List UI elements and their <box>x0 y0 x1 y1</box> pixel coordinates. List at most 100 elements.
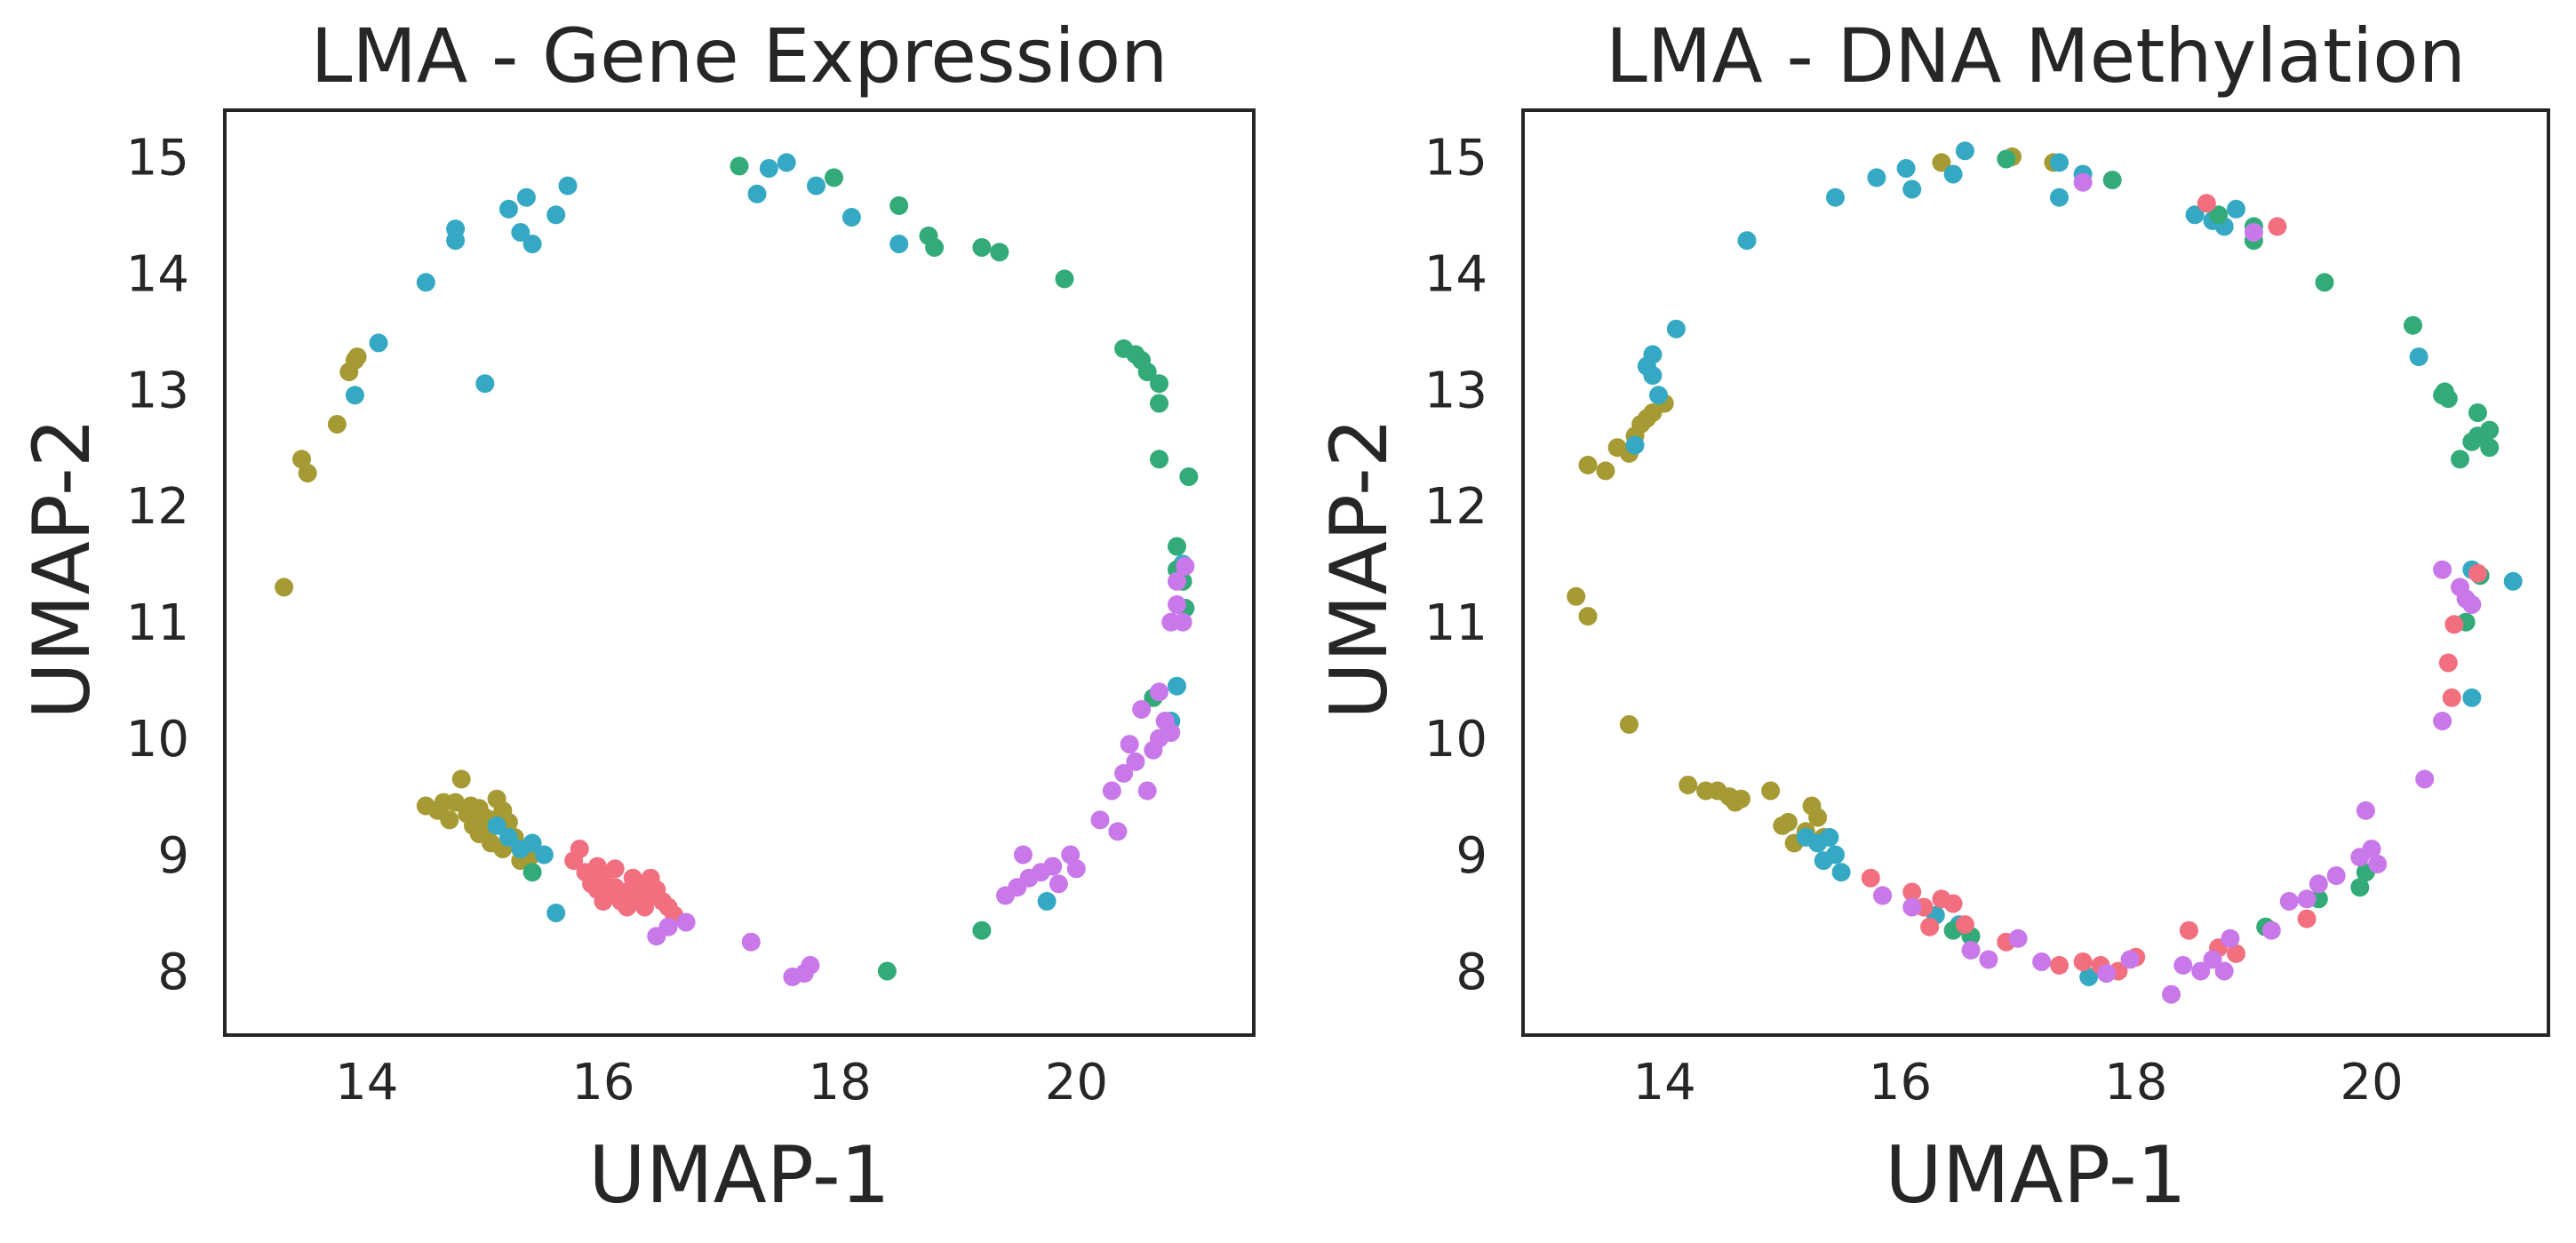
data-point <box>1619 714 1639 734</box>
data-point <box>1114 763 1134 783</box>
data-point <box>1666 319 1686 339</box>
data-point <box>534 845 554 865</box>
data-point <box>2032 952 2052 971</box>
data-point <box>1997 149 2016 169</box>
plot-frame <box>1521 108 2550 1037</box>
data-point <box>1920 917 1940 936</box>
data-point <box>841 208 861 227</box>
y-tick-label: 13 <box>126 362 189 419</box>
y-tick-label: 8 <box>1455 944 1487 1001</box>
data-point <box>446 219 466 239</box>
data-point <box>1037 891 1057 911</box>
x-tick-label: 14 <box>1633 1054 1696 1112</box>
tick-layer: 14 16 18 20 8 9 10 11 12 13 14 15 <box>126 129 1108 1112</box>
data-point <box>2350 848 2370 867</box>
x-tick-label: 18 <box>809 1054 872 1112</box>
data-point <box>2050 187 2069 207</box>
data-point <box>1120 735 1139 754</box>
data-point <box>807 176 825 195</box>
data-point <box>1808 808 1828 827</box>
data-point <box>1625 435 1645 455</box>
data-point <box>2297 889 2317 909</box>
data-point <box>2227 199 2245 219</box>
data-point <box>1961 940 1981 960</box>
data-point <box>2480 438 2500 458</box>
data-point <box>2315 273 2334 292</box>
data-point <box>1090 810 1110 830</box>
data-point <box>889 235 909 254</box>
data-point <box>461 796 481 816</box>
data-point <box>2350 878 2370 897</box>
data-point <box>1814 851 1833 871</box>
chart-title: LMA - DNA Methylation <box>1606 12 2466 100</box>
data-point <box>2185 205 2205 225</box>
data-point <box>747 184 767 203</box>
data-point <box>1643 345 1663 364</box>
data-point <box>292 450 311 469</box>
data-point <box>1066 859 1086 879</box>
data-point <box>2462 595 2482 614</box>
panel-gene-expression: LMA - Gene Expression UMAP-1 UMAP-2 14 16… <box>16 12 1256 1221</box>
data-point <box>676 912 696 932</box>
data-point <box>2162 984 2181 1004</box>
data-point <box>1168 537 1186 556</box>
x-tick-label: 20 <box>1045 1054 1108 1112</box>
data-point <box>1179 467 1199 486</box>
data-point <box>1137 781 1157 801</box>
data-point <box>2462 432 2482 451</box>
y-tick-label: 8 <box>157 944 189 1001</box>
data-point <box>2356 801 2375 820</box>
data-point <box>730 156 749 176</box>
data-point <box>1737 231 1757 251</box>
data-point <box>1176 556 1195 576</box>
data-point <box>2050 955 2069 975</box>
tick-layer: 14 16 18 20 8 9 10 11 12 13 14 15 <box>1424 129 2404 1112</box>
data-point <box>475 374 495 394</box>
data-point <box>641 868 660 888</box>
y-tick-label: 14 <box>126 245 189 303</box>
data-point <box>741 932 761 952</box>
data-point <box>487 816 506 835</box>
data-point <box>925 238 945 257</box>
data-point <box>1643 366 1663 386</box>
data-point <box>275 578 294 597</box>
data-point <box>2008 928 2028 948</box>
data-point <box>1902 179 1922 199</box>
y-axis-label: UMAP-2 <box>1313 418 1405 719</box>
data-point <box>2433 560 2452 579</box>
data-point <box>1137 363 1157 382</box>
x-tick-label: 14 <box>335 1054 398 1112</box>
data-point <box>2173 955 2193 975</box>
data-point <box>546 205 566 225</box>
data-point <box>594 891 613 911</box>
data-point <box>2227 944 2245 963</box>
chart-title: LMA - Gene Expression <box>311 12 1168 100</box>
data-point <box>1126 752 1145 771</box>
data-point <box>1168 571 1186 591</box>
data-point <box>990 243 1009 262</box>
data-point <box>327 415 347 434</box>
data-point <box>1150 450 1168 469</box>
data-point <box>2404 315 2422 335</box>
data-point <box>1173 612 1192 632</box>
data-point <box>2480 420 2500 440</box>
data-point <box>498 199 518 219</box>
data-point <box>369 333 388 353</box>
data-point <box>2197 194 2216 213</box>
data-point <box>2073 172 2093 192</box>
y-tick-label: 10 <box>126 711 189 769</box>
data-point <box>558 176 578 195</box>
data-point <box>587 857 607 876</box>
y-tick-label: 15 <box>126 129 189 187</box>
data-point <box>2102 171 2122 190</box>
data-point <box>972 238 992 257</box>
y-tick-label: 9 <box>1455 827 1487 885</box>
data-point <box>1102 781 1121 801</box>
data-point <box>2297 909 2317 928</box>
data-point <box>1132 699 1152 719</box>
panel-dna-methylation: LMA - DNA Methylation UMAP-1 UMAP-2 14 16… <box>1313 12 2550 1221</box>
data-point <box>1161 723 1181 742</box>
y-tick-label: 11 <box>1424 594 1487 652</box>
data-point <box>1596 461 1615 481</box>
data-point <box>1902 897 1922 917</box>
